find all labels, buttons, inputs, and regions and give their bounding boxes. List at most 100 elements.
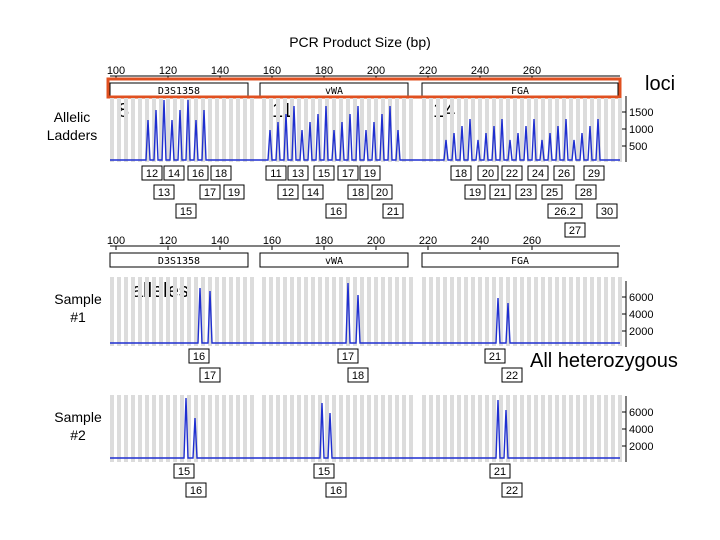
sample1-allele-box (337, 348, 359, 364)
sample1-allele-label: 18 (352, 370, 364, 382)
sample2-allele-bin (534, 395, 538, 462)
sample2-allele-bin (311, 395, 315, 462)
sample2-allele-bin (429, 395, 433, 462)
ladder-allele-bin (262, 98, 266, 162)
sample1-axis-tick-label: 100 (107, 235, 125, 247)
sample2-allele-bin (339, 395, 343, 462)
sample2-allele-bin (201, 395, 205, 462)
ladder-allele-bin (506, 98, 510, 162)
sample1-allele-bin (590, 277, 594, 346)
ladder-allele-bin (527, 98, 531, 162)
sample2-allele-bin (555, 395, 559, 462)
ladder-allele-bin (346, 98, 350, 162)
ladder-allele-bin (604, 98, 608, 162)
sample2-allele-bin (611, 395, 615, 462)
sample1-allele-bin (429, 277, 433, 346)
sample1-allele-bin (381, 277, 385, 346)
ladder-allele-label: 15 (180, 206, 192, 218)
sample1-allele-bin (499, 277, 503, 346)
sample2-allele-bin (152, 395, 156, 462)
sample1-allele-box (501, 367, 523, 383)
ladder-allele-label: 23 (520, 187, 532, 199)
sample2-allele-bin (409, 395, 413, 462)
ladder-allele-label: 17 (204, 187, 216, 199)
sample1-allele-bin (325, 277, 329, 346)
ladder-axis-tick-label: 240 (471, 65, 489, 77)
sample1-allele-bin (583, 277, 587, 346)
ladder-allele-label: 24 (532, 168, 544, 180)
ladder-allele-bin (541, 98, 545, 162)
ladder-allele-bin (215, 98, 219, 162)
sample2-allele-bin (215, 395, 219, 462)
ladder-allele-box (371, 184, 393, 200)
sample1-allele-bin (548, 277, 552, 346)
sample2-allele-bin (353, 395, 357, 462)
sample1-allele-bin (374, 277, 378, 346)
sample1-scale-label: 2000 (629, 326, 653, 338)
ladder-allele-box (325, 203, 347, 219)
ladder-allele-box (313, 165, 335, 181)
ladder-axis-tick-label: 100 (107, 65, 125, 77)
ladder-allele-box (277, 184, 299, 200)
sample1-axis-tick-label: 240 (471, 235, 489, 247)
sample1-allele-bin (534, 277, 538, 346)
sample1-allele-bin (402, 277, 406, 346)
ladder-allele-box (163, 165, 185, 181)
ladder-allele-box (337, 165, 359, 181)
sample2-allele-bin (318, 395, 322, 462)
sample1-allele-bin (360, 277, 364, 346)
loci-highlight-box (106, 77, 622, 99)
ladder-allele-bin (117, 98, 121, 162)
sample1-locus-label: D3S1358 (158, 256, 200, 267)
sample2-allele-bin (269, 395, 273, 462)
ladder-locus-label: D3S1358 (158, 86, 200, 97)
ladder-allele-box (541, 184, 563, 200)
sample2-allele-bin (492, 395, 496, 462)
ladder-allele-label: 12 (146, 168, 158, 180)
ladder-allele-bin (124, 98, 128, 162)
sample1-allele-bin (457, 277, 461, 346)
sample2-allele-bin (325, 395, 329, 462)
ladder-allele-label: 11 (270, 168, 281, 180)
ladder-allele-bin (513, 98, 517, 162)
heterozygous-annotation: All heterozygous (530, 350, 678, 372)
sample2-allele-bin (422, 395, 426, 462)
sample1-allele-bin (353, 277, 357, 346)
sample2-scale-label: 6000 (629, 407, 653, 419)
sample1-allele-bin (471, 277, 475, 346)
sample1-allele-bin (236, 277, 240, 346)
sample1-allele-bin (492, 277, 496, 346)
ladder-allele-bin (180, 98, 184, 162)
sample2-allele-bin (478, 395, 482, 462)
ladder-allele-bin (360, 98, 364, 162)
ladder-allele-box (287, 165, 309, 181)
ladder-allele-bin (464, 98, 468, 162)
sample2-allele-bin (208, 395, 212, 462)
sample2-allele-label: 22 (506, 485, 518, 497)
sample2-allele-bin (395, 395, 399, 462)
sample2-allele-bin (124, 395, 128, 462)
ladder-scale-label: 500 (629, 141, 647, 153)
ladder-axis-tick-label: 260 (523, 65, 541, 77)
sample2-allele-bin (131, 395, 135, 462)
ladder-allele-box (583, 165, 605, 181)
ladder-allele-label: 19 (469, 187, 481, 199)
sample1-allele-bin (243, 277, 247, 346)
row-label-sample-1: Sample #1 (54, 291, 102, 325)
sample1-allele-bin (269, 277, 273, 346)
ladder-allele-label: 14 (307, 187, 319, 199)
ladder-allele-bin (555, 98, 559, 162)
sample1-allele-bin (367, 277, 371, 346)
sample2-allele-bin (346, 395, 350, 462)
sample1-allele-bin (422, 277, 426, 346)
sample1-allele-bin (311, 277, 315, 346)
sample1-locus-box (421, 252, 619, 268)
sample2-allele-box (173, 463, 195, 479)
ladder-allele-box (450, 165, 472, 181)
sample1-allele-label: 21 (489, 351, 501, 363)
ladder-allele-label: 19 (364, 168, 376, 180)
sample2-allele-bin (187, 395, 191, 462)
sample2-allele-bin (332, 395, 336, 462)
sample2-allele-bin (166, 395, 170, 462)
sample1-allele-bin (332, 277, 336, 346)
